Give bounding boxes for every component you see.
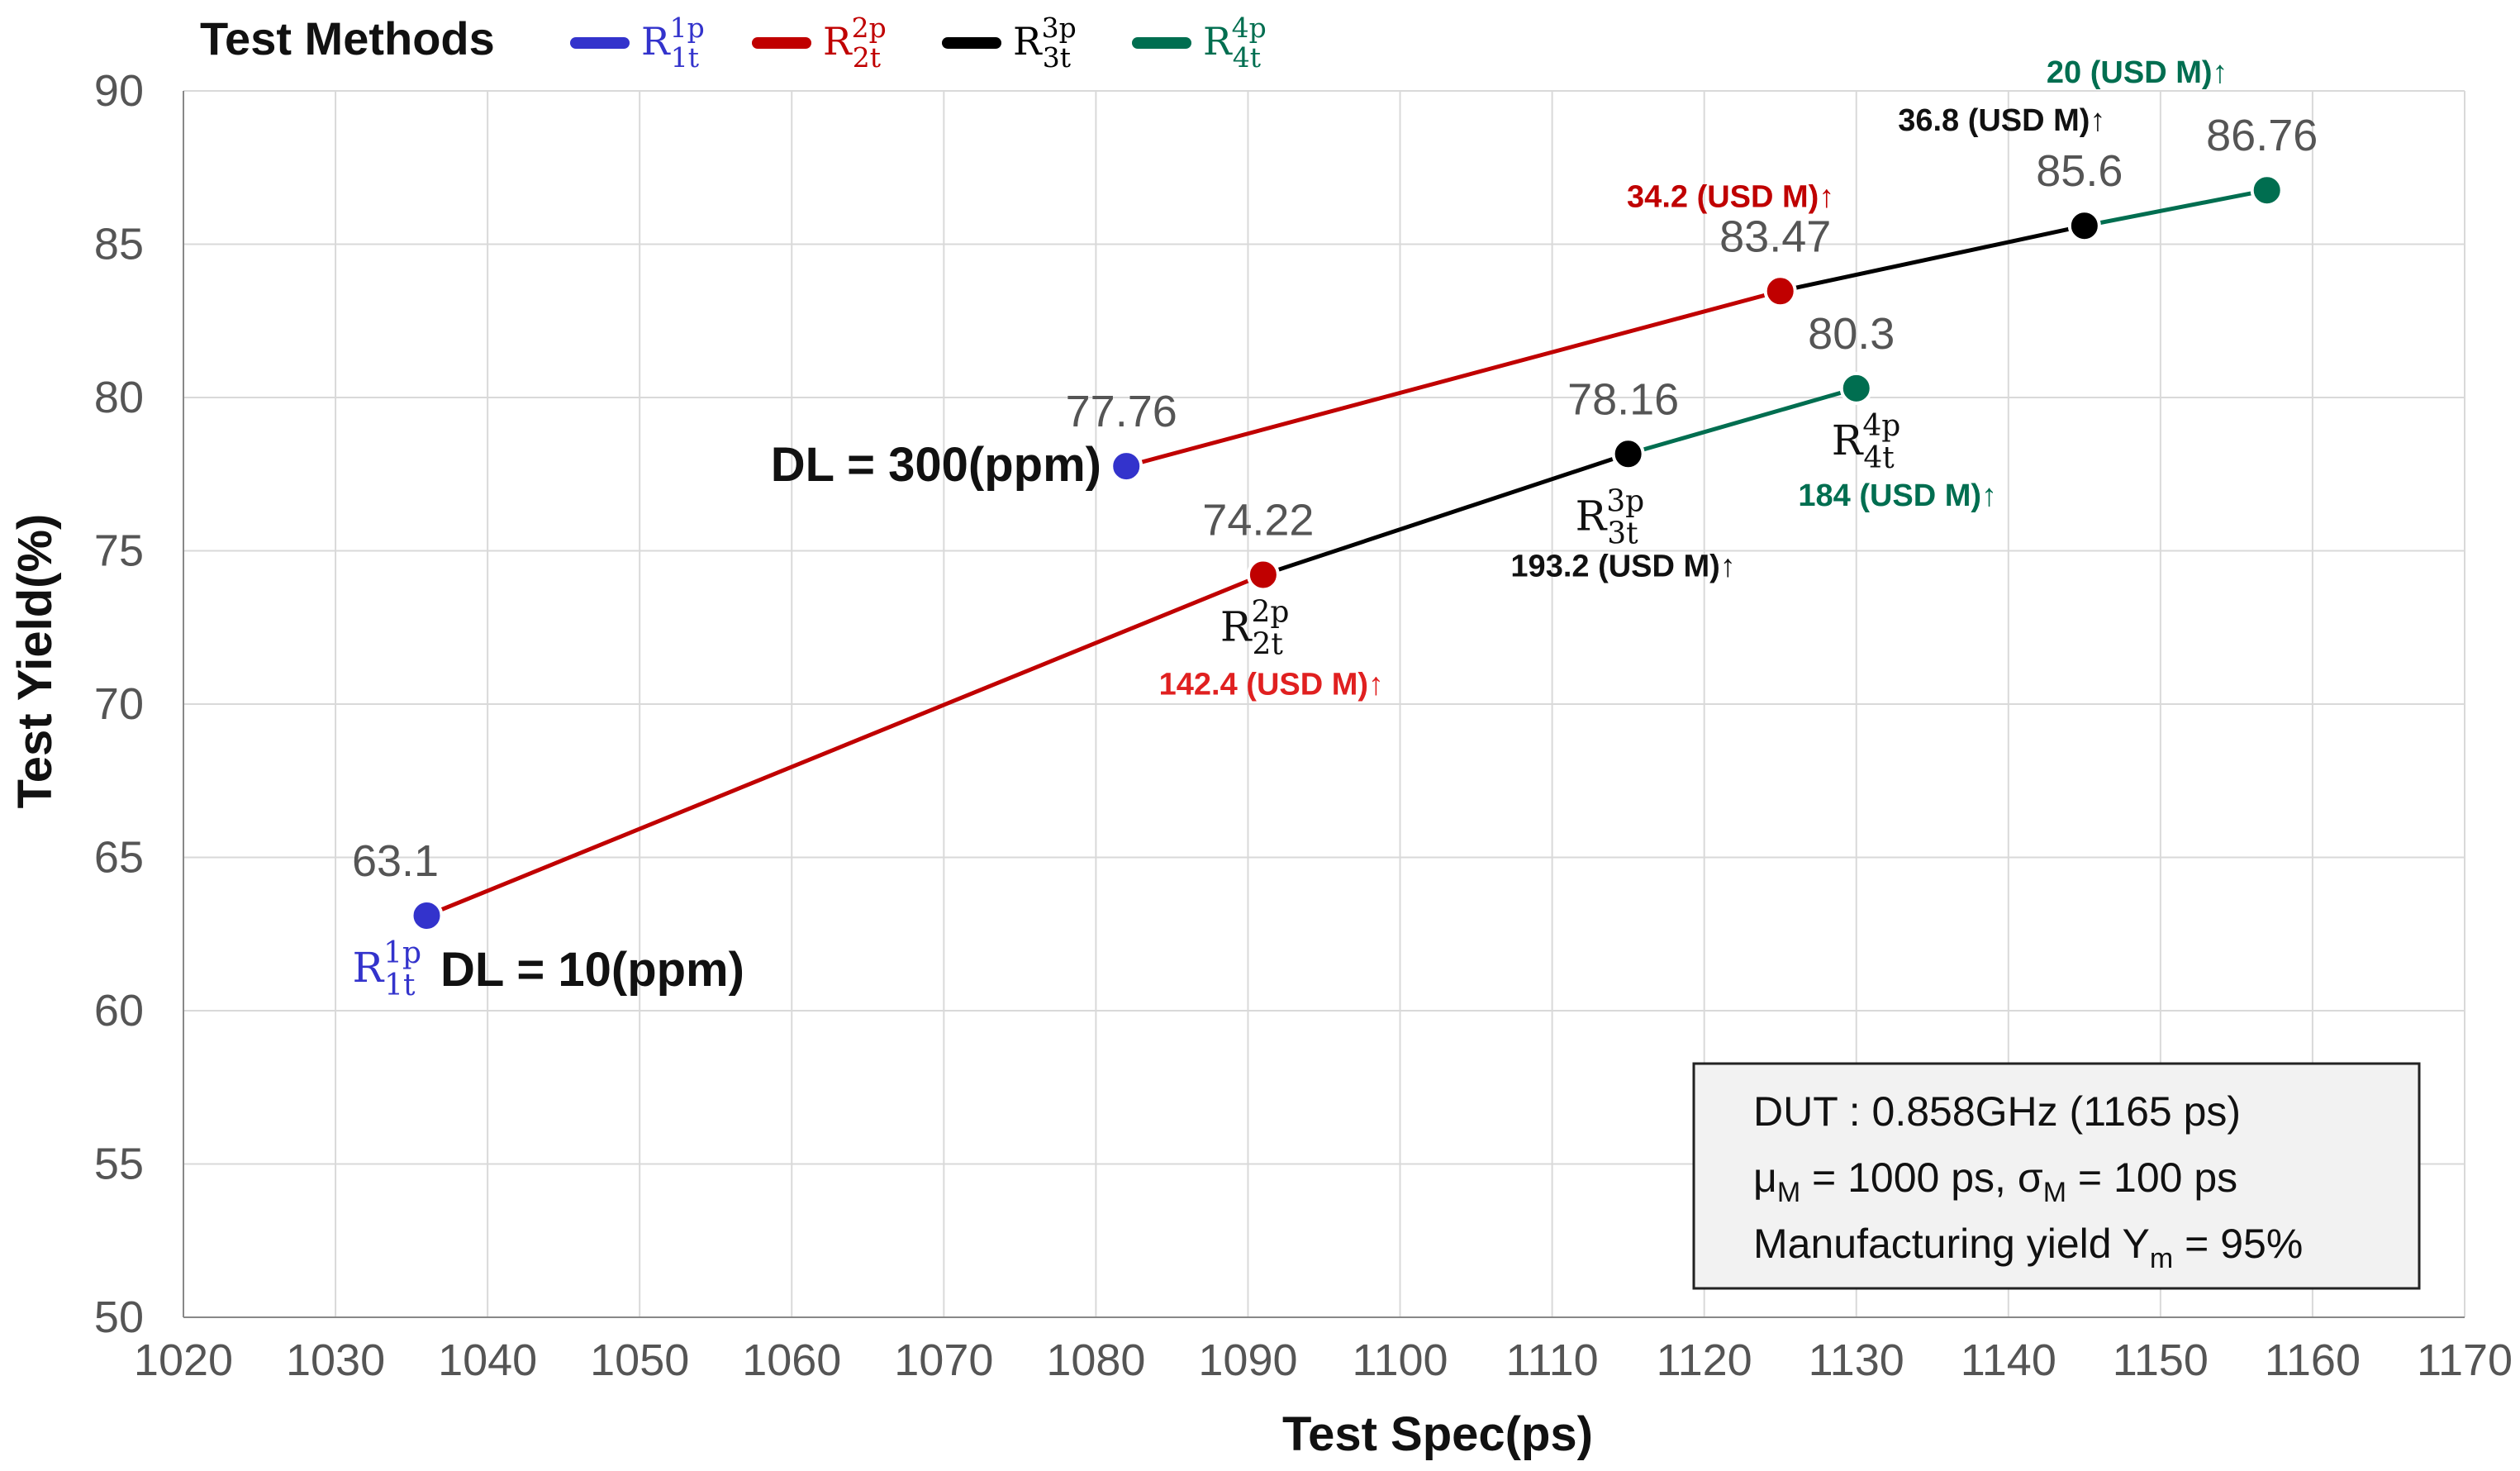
point-p2b [1763,274,1797,308]
cost-label-p4a: 184 (USD M)↑ [1798,478,1997,513]
x-axis-title: Test Spec(ps) [1282,1407,1593,1461]
legend-swatch-R3p3t [942,37,1001,49]
legend-item-R2p2t: R2p 2t [752,12,887,74]
axes [183,91,2465,1318]
legend-label-R3p3t: R3p 3t [1013,12,1077,74]
cost-label-p3b: 36.8 (USD M)↑ [1898,103,2105,138]
legend-label-R1p1t: R1p 1t [641,12,705,74]
value-label-p3b: 85.6 [2036,146,2123,196]
method-label-p4a: R4p 4t [1832,409,1901,475]
info-line-manufacturing-yield: Manufacturing yield Ym = 95% [1753,1221,2303,1274]
x-tick-1110: 1110 [1506,1335,1599,1385]
value-label-p2a: 74.22 [1202,495,1314,545]
method-label-p2a: R2p 2t [1220,595,1290,661]
x-tick-1020: 1020 [134,1335,233,1385]
dl-300-label: DL = 300(ppm) [771,438,1101,492]
legend-swatch-R1p1t [570,37,630,49]
x-tick-1050: 1050 [590,1335,689,1385]
x-tick-1160: 1160 [2265,1335,2361,1385]
y-tick-50: 50 [94,1292,144,1342]
value-label-p4b: 86.76 [2206,111,2318,160]
point-p3a [1611,437,1645,471]
x-tick-1130: 1130 [1809,1335,1904,1385]
value-label-p1a: 63.1 [352,836,439,886]
info-box-frame [1692,1062,2421,1290]
legend-swatch-R2p2t [752,37,811,49]
x-tick-1030: 1030 [286,1335,385,1385]
legend-label-R2p2t: R2p 2t [823,12,887,74]
cost-label-p2a: 142.4 (USD M)↑ [1159,667,1384,702]
value-labels: 63.1 74.22 78.16 80.3 77.76 83.47 85.6 86.76 [352,111,2318,886]
legend-label-R4p4t: R4p 4t [1203,12,1267,74]
legend-item-R3p3t: R3p 3t [942,12,1077,74]
segment-p3a-p4a [1627,386,1857,456]
point-p4b [2250,174,2284,207]
value-label-p2b: 83.47 [1719,212,1831,261]
segment-p3b-p4b [2084,188,2268,228]
legend: Test Methods R1p 1t R2p 2t R3p 3t R4p 4t [200,12,1267,74]
x-tick-1090: 1090 [1198,1335,1297,1385]
x-tick-1150: 1150 [2113,1335,2209,1385]
y-tick-90: 90 [94,66,144,116]
y-tick-75: 75 [94,526,144,576]
x-tick-1170: 1170 [2417,1335,2513,1385]
y-axis-title: Test Yield(%) [8,514,62,809]
x-tick-1040: 1040 [438,1335,537,1385]
value-label-p4a: 80.3 [1808,309,1895,359]
segment-p1b-p2b [1125,288,1781,469]
y-tick-80: 80 [94,373,144,422]
point-p4a [1839,371,1873,405]
segment-p2b-p3b [1780,223,2085,293]
y-tick-55: 55 [94,1140,144,1189]
x-tick-1120: 1120 [1657,1335,1752,1385]
x-tick-1070: 1070 [894,1335,993,1385]
cost-label-p3a: 193.2 (USD M)↑ [1510,549,1735,583]
method-label-p1a: R1p 1t [353,936,422,1002]
cost-labels: 142.4 (USD M)↑ 193.2 (USD M)↑ 184 (USD M)↑… [1159,55,2228,702]
y-tick-85: 85 [94,220,144,269]
legend-item-R1p1t: R1p 1t [570,12,705,74]
legend-swatch-R4p4t [1132,37,1191,49]
info-line-dut: DUT : 0.858GHz (1165 ps) [1753,1088,2241,1135]
point-p3b [2067,209,2101,243]
point-p2a [1246,558,1280,592]
series-lines [426,188,2268,918]
x-tick-1100: 1100 [1352,1335,1448,1385]
method-label-p3a: R3p 3t [1576,484,1645,550]
data-points [410,174,2284,932]
x-tick-1060: 1060 [742,1335,841,1385]
x-tick-1140: 1140 [1961,1335,2056,1385]
point-p1b [1110,450,1144,483]
y-tick-70: 70 [94,679,144,729]
segment-p1a-p2a [426,573,1264,918]
y-tick-60: 60 [94,986,144,1035]
info-line-distribution: μM = 1000 ps, σM = 100 ps [1753,1154,2237,1208]
x-tick-1080: 1080 [1046,1335,1145,1385]
segment-p2a-p3a [1262,451,1629,577]
dl-10-label: DL = 10(ppm) [440,943,744,997]
cost-label-p2b: 34.2 (USD M)↑ [1627,179,1834,214]
method-labels: R1p 1t R2p 2t R3p 3t R4p 4t [353,409,1901,1002]
legend-item-R4p4t: R4p 4t [1132,12,1267,74]
info-box: DUT : 0.858GHz (1165 ps) μM = 1000 ps, σ… [1692,1062,2421,1290]
cost-label-p4b: 20 (USD M)↑ [2047,55,2228,90]
point-p1a [410,898,444,932]
y-tick-65: 65 [94,833,144,883]
tick-labels: 1020 1030 1040 1050 1060 1070 1080 1090 1100 1110… [94,66,2513,1385]
value-label-p1b: 77.76 [1066,387,1177,436]
value-label-p3a: 78.16 [1567,374,1679,424]
legend-title: Test Methods [200,12,495,64]
